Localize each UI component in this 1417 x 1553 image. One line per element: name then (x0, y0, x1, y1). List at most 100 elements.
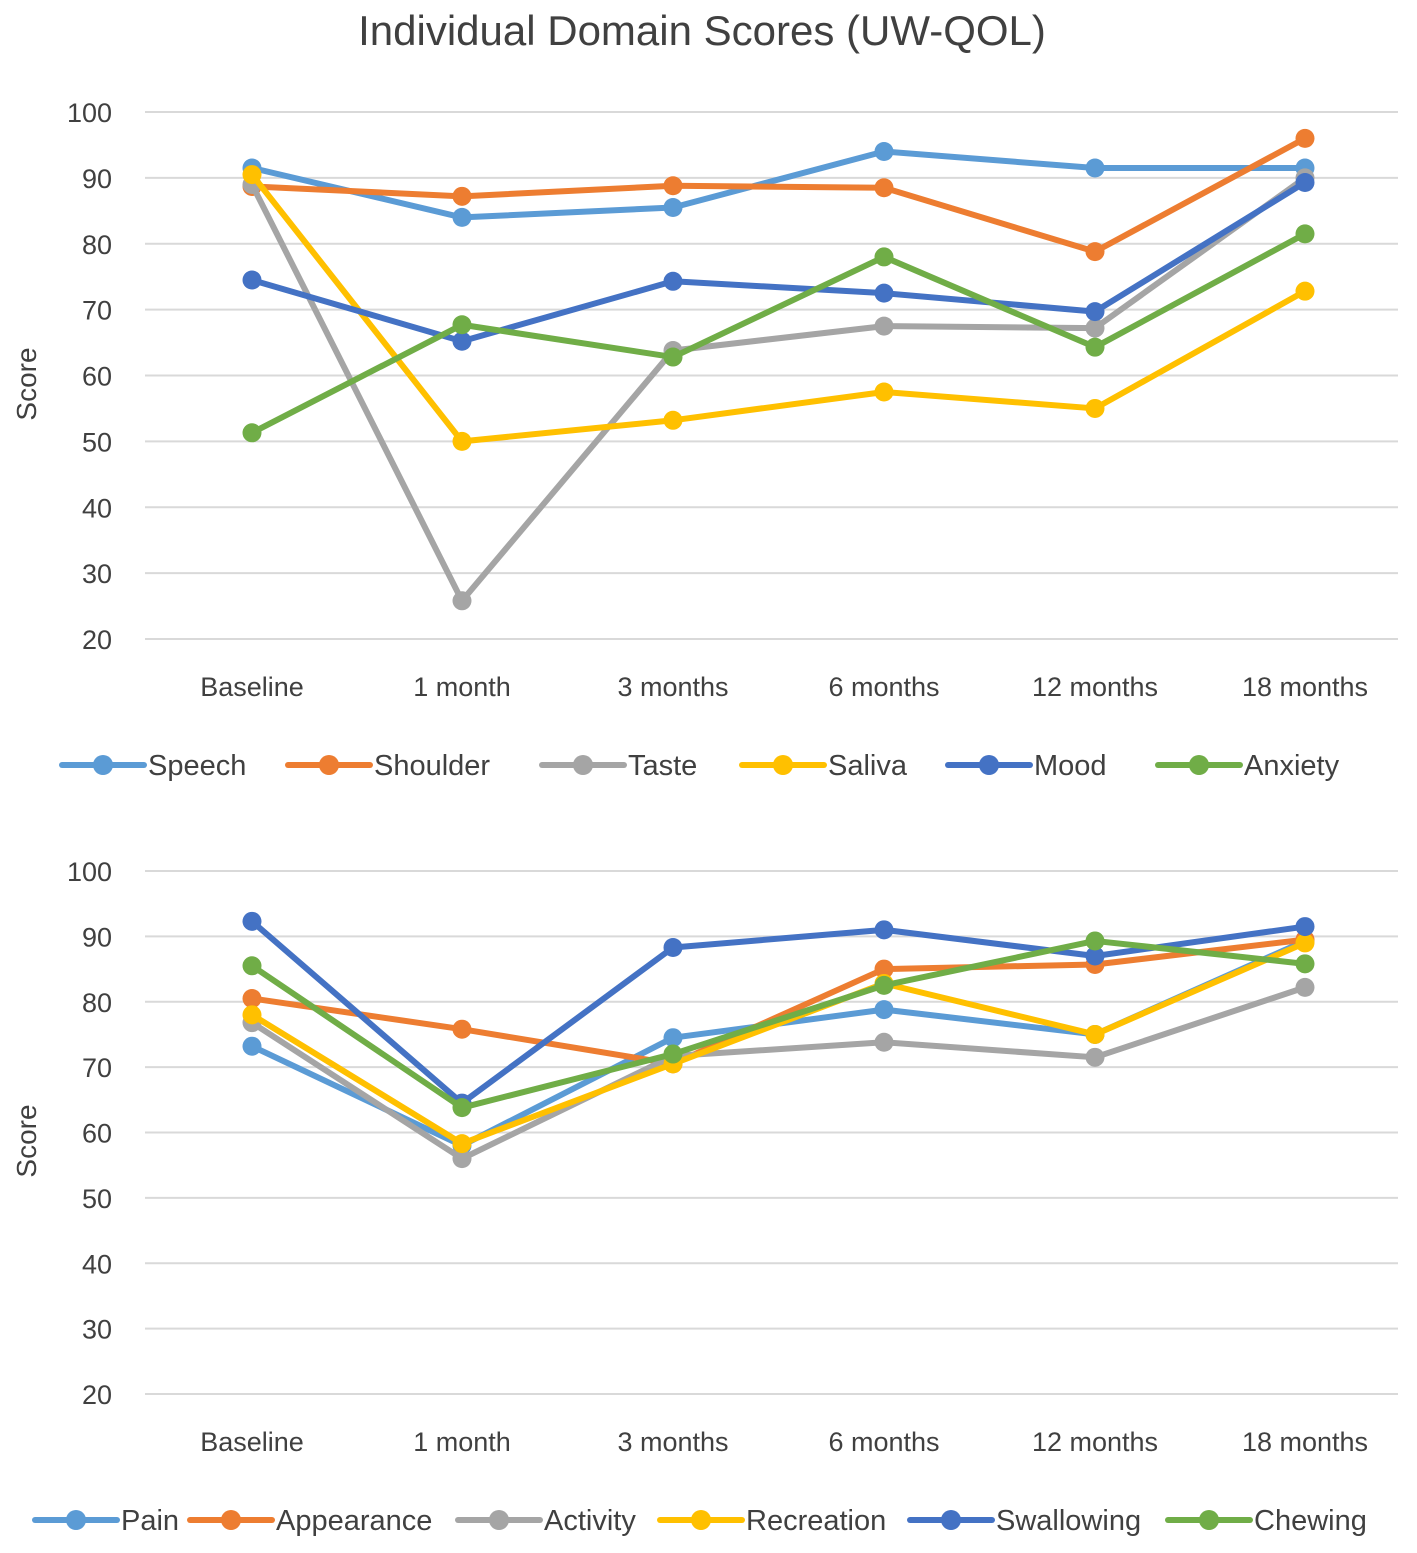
top-legend-swatch-marker (979, 755, 999, 775)
top-point-saliva (663, 410, 683, 430)
bottom-legend-item-swallowing: Swallowing (907, 1505, 1141, 1537)
top-point-mood (1085, 302, 1105, 322)
top-y-tick-label: 60 (82, 362, 112, 392)
top-series-saliva (242, 165, 1315, 451)
top-legend-swatch-marker (773, 755, 793, 775)
top-point-mood (874, 283, 894, 303)
bottom-legend-label: Swallowing (996, 1505, 1141, 1537)
bottom-point-pain (242, 1036, 262, 1056)
bottom-x-tick-label: 1 month (413, 1427, 511, 1457)
top-point-shoulder (1085, 242, 1105, 262)
top-legend-item-saliva: Saliva (739, 750, 908, 782)
top-point-saliva (1295, 281, 1315, 301)
bottom-legend-swatch-marker (66, 1510, 86, 1530)
bottom-point-chewing (242, 956, 262, 976)
bottom-legend-label: Pain (121, 1505, 179, 1537)
top-legend-label: Anxiety (1244, 750, 1340, 782)
bottom-point-pain (663, 1028, 683, 1048)
top-legend-item-shoulder: Shoulder (285, 750, 490, 782)
bottom-y-tick-label: 90 (82, 922, 112, 952)
bottom-y-tick-label: 70 (82, 1053, 112, 1083)
top-series-taste (242, 168, 1315, 611)
top-point-mood (1295, 172, 1315, 192)
bottom-legend-item-pain: Pain (32, 1505, 179, 1537)
top-series-shoulder (242, 128, 1315, 262)
bottom-x-tick-label: 12 months (1032, 1427, 1158, 1457)
top-legend-label: Mood (1034, 750, 1107, 782)
top-point-speech (874, 142, 894, 162)
top-legend-label: Saliva (828, 750, 908, 782)
bottom-point-chewing (1295, 954, 1315, 974)
bottom-point-activity (1085, 1047, 1105, 1067)
top-x-tick-label: 12 months (1032, 672, 1158, 702)
bottom-point-activity (452, 1149, 472, 1169)
bottom-legend-swatch-marker (1199, 1510, 1219, 1530)
bottom-point-activity (874, 1032, 894, 1052)
top-y-axis-label: Score (11, 347, 42, 420)
bottom-legend-item-recreation: Recreation (657, 1505, 886, 1537)
top-point-anxiety (242, 423, 262, 443)
bottom-legend-item-activity: Activity (455, 1505, 636, 1537)
top-x-tick-label: 3 months (617, 672, 728, 702)
top-x-tick-label: 1 month (413, 672, 511, 702)
top-point-anxiety (1295, 224, 1315, 244)
bottom-point-chewing (663, 1044, 683, 1064)
top-series-anxiety (242, 224, 1315, 443)
top-point-anxiety (663, 347, 683, 367)
top-point-anxiety (1085, 337, 1105, 357)
top-series-mood (242, 172, 1315, 351)
bottom-line-chewing (249, 937, 1308, 1111)
bottom-x-tick-label: 6 months (828, 1427, 939, 1457)
bottom-y-tick-label: 80 (82, 988, 112, 1018)
top-point-mood (452, 331, 472, 351)
top-legend-swatch-marker (1189, 755, 1209, 775)
bottom-point-swallowing (242, 911, 262, 931)
bottom-series-swallowing (242, 911, 1315, 1113)
top-point-anxiety (874, 247, 894, 267)
top-legend-swatch-marker (93, 755, 113, 775)
bottom-point-chewing (1085, 931, 1105, 951)
top-point-shoulder (874, 178, 894, 198)
bottom-point-appearance (242, 988, 262, 1008)
top-legend-item-mood: Mood (945, 750, 1107, 782)
bottom-line-appearance (249, 936, 1308, 1067)
bottom-legend-item-appearance: Appearance (187, 1505, 432, 1537)
top-point-speech (1085, 158, 1105, 178)
bottom-point-chewing (874, 975, 894, 995)
bottom-series-chewing (242, 931, 1315, 1118)
bottom-point-recreation (1085, 1024, 1105, 1044)
bottom-legend-label: Chewing (1254, 1505, 1367, 1537)
bottom-y-tick-label: 60 (82, 1119, 112, 1149)
top-line-shoulder (249, 135, 1308, 255)
top-point-saliva (242, 165, 262, 185)
top-y-tick-label: 20 (82, 625, 112, 655)
bottom-point-pain (874, 1000, 894, 1020)
bottom-point-swallowing (1085, 946, 1105, 966)
top-x-tick-label: 6 months (828, 672, 939, 702)
bottom-legend-label: Recreation (746, 1505, 886, 1537)
top-line-taste (249, 174, 1308, 604)
top-point-saliva (1085, 398, 1105, 418)
top-y-tick-label: 70 (82, 296, 112, 326)
top-y-tick-label: 50 (82, 427, 112, 457)
bottom-chart-panel: 20 30 40 50 60 70 80 90 100 Score Baseline 1 month 3… (11, 857, 1398, 1537)
bottom-y-tick-label: 100 (67, 857, 112, 887)
top-legend-swatch-marker (319, 755, 339, 775)
top-point-mood (242, 270, 262, 290)
bottom-legend-swatch-marker (489, 1510, 509, 1530)
top-point-shoulder (663, 176, 683, 196)
bottom-point-chewing (452, 1098, 472, 1118)
bottom-x-tick-label: Baseline (200, 1427, 304, 1457)
top-legend-item-anxiety: Anxiety (1155, 750, 1340, 782)
top-point-taste (874, 316, 894, 336)
top-legend: Speech Shoulder Taste Saliva Mood Anxiety (59, 750, 1340, 782)
top-x-tick-label: 18 months (1242, 672, 1368, 702)
top-point-saliva (874, 382, 894, 402)
top-y-tick-label: 30 (82, 559, 112, 589)
top-legend-item-speech: Speech (59, 750, 246, 782)
top-x-tick-label: Baseline (200, 672, 304, 702)
top-line-anxiety (249, 230, 1308, 436)
bottom-y-tick-label: 40 (82, 1249, 112, 1279)
bottom-legend-label: Appearance (276, 1505, 432, 1537)
